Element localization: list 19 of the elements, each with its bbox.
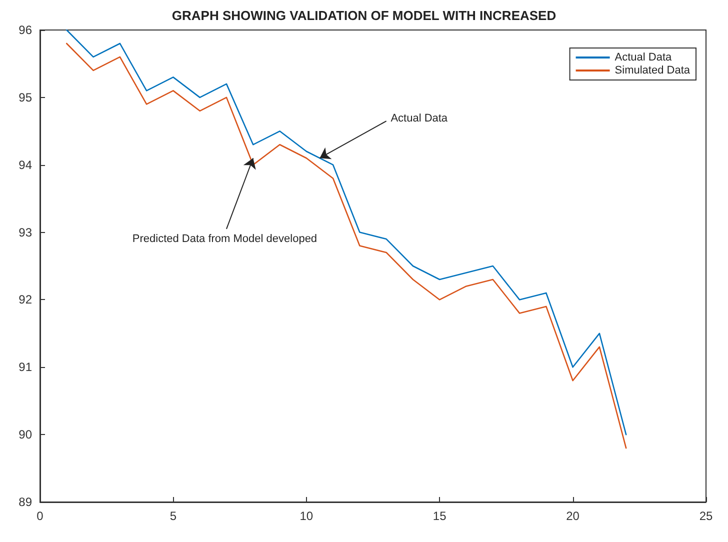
y-tick-label: 90: [18, 428, 32, 442]
annotation: Predicted Data from Model developed: [132, 233, 318, 246]
legend-label: Actual Data: [614, 52, 673, 64]
y-tick-label: 92: [18, 292, 32, 307]
x-tick-label: 25: [699, 509, 713, 523]
x-tick-label: 20: [566, 509, 580, 523]
annotation: Actual Data: [390, 112, 448, 125]
x-tick-label: 0: [36, 509, 44, 523]
x-tick-label: 5: [170, 509, 177, 523]
y-tick-label: 93: [18, 225, 32, 240]
x-tick-label: 15: [432, 509, 447, 523]
y-tick-label: 89: [18, 495, 32, 509]
chart-title: GRAPH SHOWING VALIDATION OF MODEL WITH INCREASED: [172, 8, 556, 23]
y-tick-label: 94: [18, 158, 32, 172]
y-tick-label: 95: [18, 90, 32, 104]
legend-label: Simulated Data: [614, 64, 691, 76]
y-tick-label: 91: [18, 360, 32, 374]
x-tick-label: 10: [300, 509, 314, 523]
y-tick-label: 96: [18, 23, 32, 37]
